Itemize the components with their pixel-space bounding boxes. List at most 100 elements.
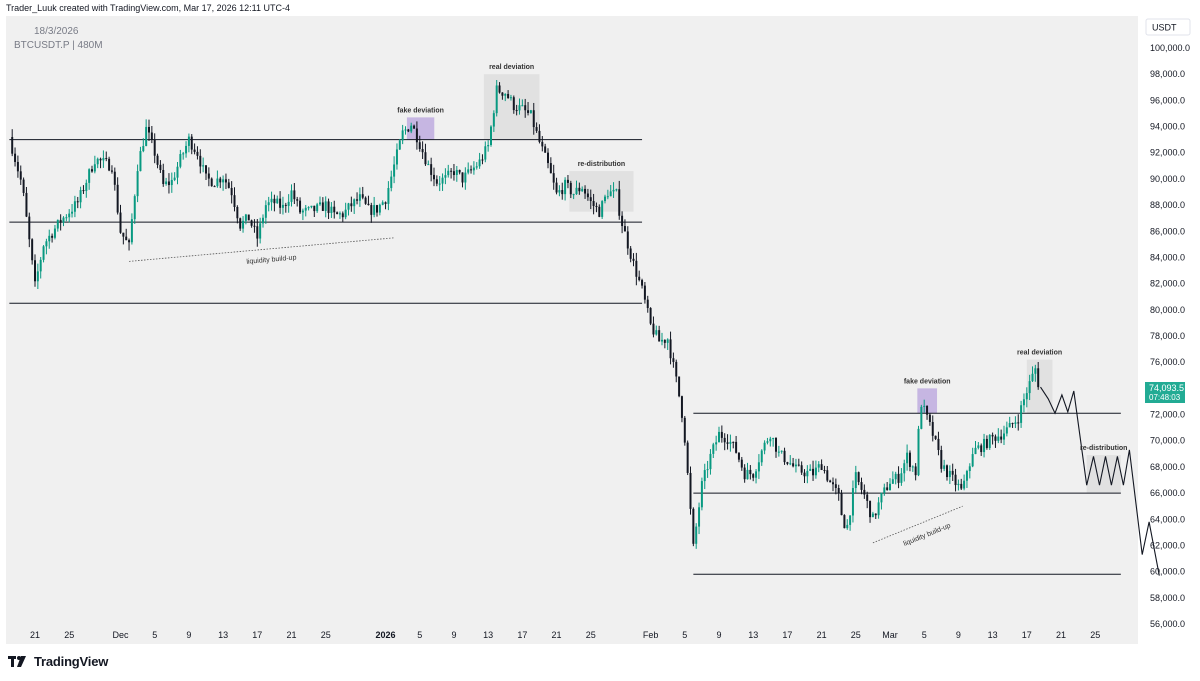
candle-137[interactable]: [401, 124, 404, 145]
candle-229[interactable]: [663, 339, 666, 349]
candle-260[interactable]: [752, 473, 755, 482]
candle-35[interactable]: [110, 165, 113, 174]
candle-177[interactable]: [515, 104, 518, 116]
candle-220[interactable]: [638, 270, 641, 282]
candle-242[interactable]: [700, 477, 703, 511]
candle-333[interactable]: [960, 478, 963, 491]
candle-52[interactable]: [159, 160, 162, 173]
candle-81[interactable]: [242, 216, 245, 233]
candle-131[interactable]: [384, 201, 387, 210]
candle-166[interactable]: [484, 141, 487, 163]
candle-68[interactable]: [205, 165, 207, 180]
candle-105[interactable]: [310, 205, 313, 209]
candle-101[interactable]: [299, 197, 302, 215]
candle-37[interactable]: [116, 177, 119, 215]
candle-144[interactable]: [421, 141, 424, 159]
candle-118[interactable]: [347, 202, 350, 216]
candle-279[interactable]: [806, 465, 809, 484]
candle-155[interactable]: [452, 163, 455, 181]
candle-305[interactable]: [880, 492, 883, 510]
candle-213[interactable]: [618, 180, 621, 220]
candle-78[interactable]: [233, 187, 236, 212]
candle-167[interactable]: [487, 140, 490, 152]
candle-142[interactable]: [415, 121, 418, 150]
candle-46[interactable]: [142, 138, 145, 153]
candle-288[interactable]: [832, 477, 834, 492]
candle-172[interactable]: [501, 92, 504, 100]
candle-281[interactable]: [812, 460, 815, 481]
candle-313[interactable]: [903, 459, 906, 482]
candle-66[interactable]: [199, 149, 202, 174]
candle-9[interactable]: [36, 263, 39, 289]
candle-360[interactable]: [1037, 362, 1040, 390]
candle-359[interactable]: [1034, 364, 1037, 382]
candle-195[interactable]: [566, 174, 569, 189]
candle-267[interactable]: [772, 437, 775, 447]
candle-186[interactable]: [541, 136, 544, 152]
candle-27[interactable]: [88, 168, 91, 190]
candle-129[interactable]: [378, 203, 381, 216]
candle-194[interactable]: [564, 177, 567, 201]
candle-21[interactable]: [71, 204, 74, 218]
candle-273[interactable]: [789, 455, 792, 466]
candle-60[interactable]: [182, 151, 185, 160]
candle-89[interactable]: [264, 200, 267, 224]
candle-114[interactable]: [336, 211, 339, 215]
candle-147[interactable]: [430, 157, 433, 182]
candle-26[interactable]: [85, 179, 88, 198]
candle-85[interactable]: [253, 219, 256, 233]
candle-45[interactable]: [139, 146, 142, 172]
candle-178[interactable]: [518, 98, 521, 115]
candle-316[interactable]: [911, 465, 914, 472]
candle-292[interactable]: [843, 514, 846, 529]
candle-189[interactable]: [549, 157, 552, 174]
tradingview-logo[interactable]: TradingView: [8, 654, 108, 669]
candle-343[interactable]: [988, 434, 991, 450]
candlestick-chart[interactable]: fake deviation real deviation re-distribut…: [0, 16, 1200, 644]
candle-24[interactable]: [79, 186, 82, 209]
candle-146[interactable]: [427, 160, 430, 166]
candle-16[interactable]: [56, 219, 59, 232]
candle-184[interactable]: [535, 122, 538, 133]
candle-214[interactable]: [621, 211, 624, 234]
candle-6[interactable]: [28, 212, 31, 248]
candle-286[interactable]: [826, 465, 829, 483]
candle-198[interactable]: [575, 180, 578, 195]
candle-357[interactable]: [1028, 374, 1031, 401]
candle-182[interactable]: [529, 109, 532, 114]
candle-1[interactable]: [14, 147, 17, 167]
candle-175[interactable]: [509, 94, 512, 101]
candle-111[interactable]: [327, 198, 330, 220]
candle-219[interactable]: [635, 252, 638, 286]
candle-161[interactable]: [470, 165, 473, 174]
candle-183[interactable]: [532, 102, 535, 135]
candle-69[interactable]: [207, 167, 210, 187]
candle-136[interactable]: [398, 138, 401, 151]
candle-327[interactable]: [943, 459, 946, 472]
candle-290[interactable]: [837, 484, 840, 501]
candle-245[interactable]: [709, 449, 712, 475]
candle-307[interactable]: [886, 481, 889, 491]
candle-226[interactable]: [655, 325, 658, 336]
candle-210[interactable]: [609, 184, 612, 197]
candle-274[interactable]: [792, 457, 795, 468]
candle-14[interactable]: [51, 233, 54, 243]
candle-5[interactable]: [25, 186, 28, 218]
candle-48[interactable]: [148, 119, 150, 141]
candle-98[interactable]: [290, 184, 293, 207]
candle-108[interactable]: [319, 196, 321, 206]
candle-319[interactable]: [920, 404, 923, 430]
candle-349[interactable]: [1005, 421, 1008, 437]
candle-265[interactable]: [766, 437, 769, 445]
candle-57[interactable]: [173, 172, 176, 182]
candle-126[interactable]: [370, 202, 373, 223]
candle-185[interactable]: [538, 124, 541, 144]
candle-123[interactable]: [361, 186, 364, 200]
candle-202[interactable]: [586, 188, 589, 201]
candle-23[interactable]: [76, 196, 79, 209]
candle-171[interactable]: [498, 82, 501, 94]
candle-268[interactable]: [775, 437, 777, 458]
candle-238[interactable]: [689, 466, 692, 515]
candle-3[interactable]: [19, 165, 22, 185]
candle-122[interactable]: [358, 187, 361, 207]
